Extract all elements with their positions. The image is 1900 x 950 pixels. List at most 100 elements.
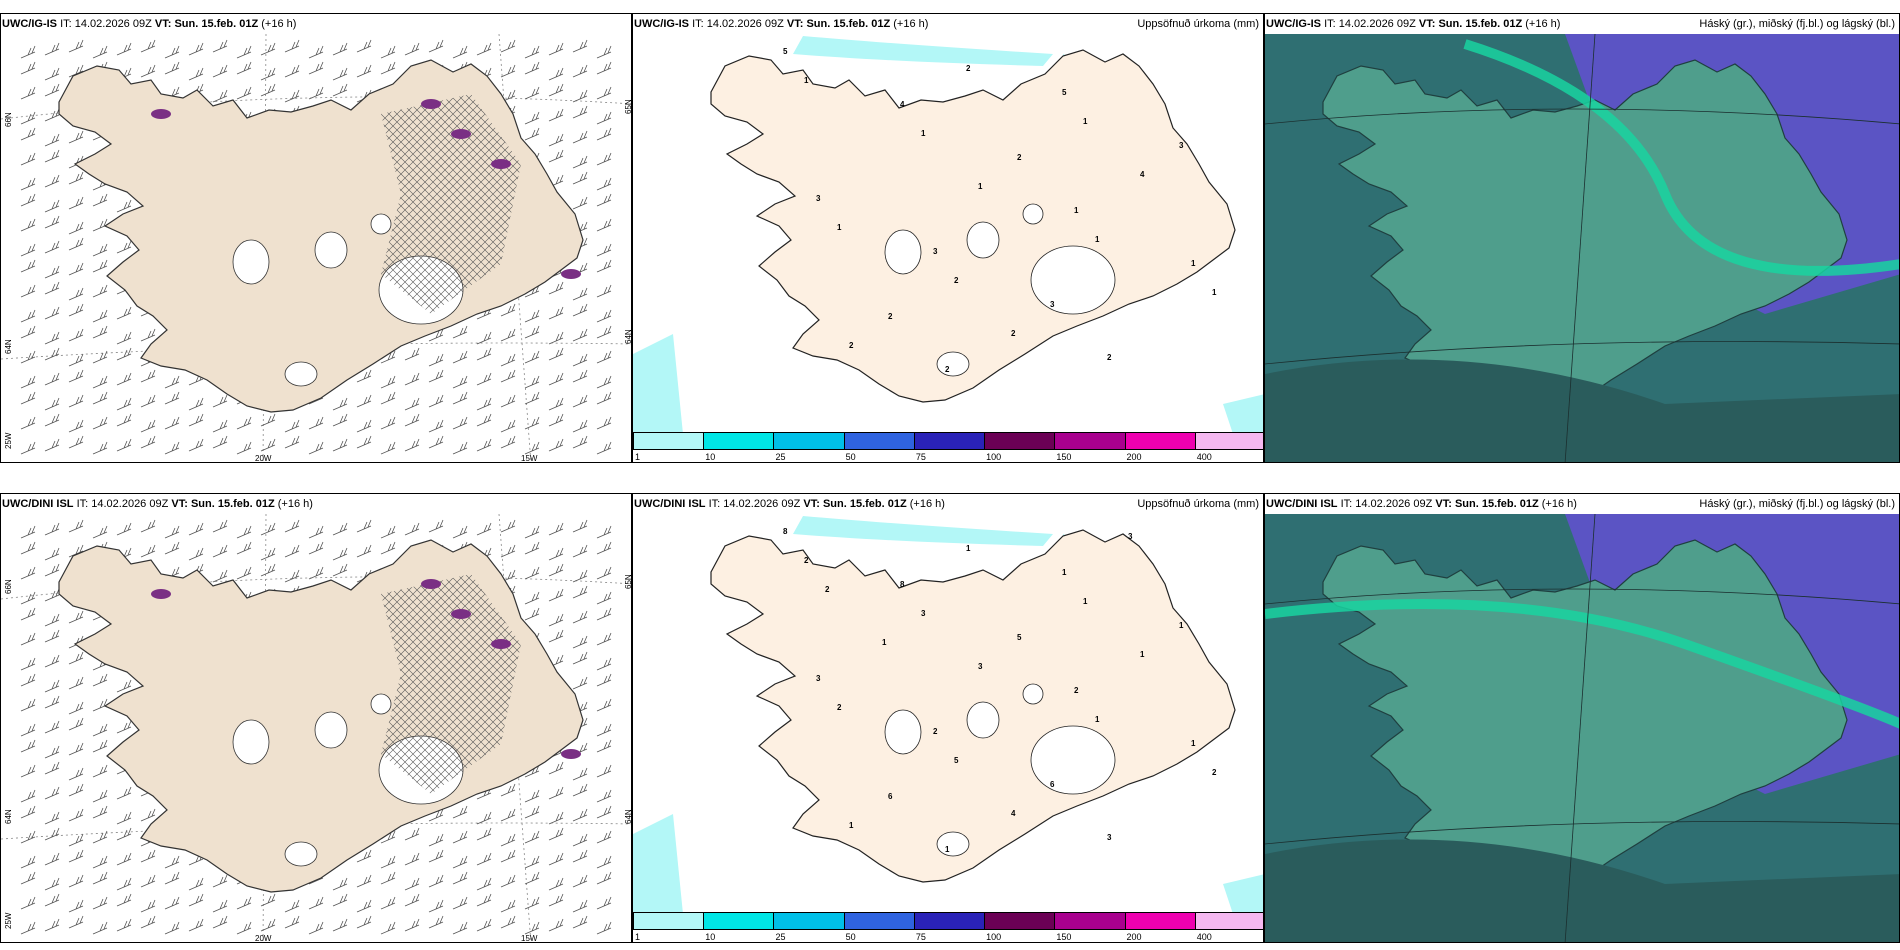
precip-value: 1 xyxy=(1083,117,1088,126)
colorbar-tick: 200 xyxy=(1126,932,1142,942)
colorbar-tick: 50 xyxy=(845,452,856,462)
precip-map-panel-top: UWC/IG-IS IT: 14.02.2026 09Z VT: Sun. 15… xyxy=(632,13,1264,463)
precip-value: 5 xyxy=(783,47,788,56)
colorbar-swatch xyxy=(1124,432,1196,450)
iceland-landmass xyxy=(58,539,584,893)
colorbar-tick: 100 xyxy=(986,932,1002,942)
glacier xyxy=(966,221,1000,259)
precip-value: 4 xyxy=(900,100,905,109)
precip-value: 1 xyxy=(1062,568,1067,577)
precip-value: 2 xyxy=(1017,153,1022,162)
precip-patch xyxy=(561,749,581,759)
precip-value: 1 xyxy=(921,129,926,138)
iceland-precip-map: 5 4 2 1 1 2 2 5 3 3 3 3 2 1 1 1 1 1 2 2 1 4 1 2 2 xyxy=(633,36,1263,434)
lon-label-20w: 20W xyxy=(255,934,272,943)
glacier xyxy=(936,831,970,857)
lat-label-right-64n: 64N xyxy=(624,809,632,824)
precip-value: 6 xyxy=(1050,780,1055,789)
cloud-title: Háský (gr.), miðský (fj.bl.) og lágský (… xyxy=(1699,18,1895,30)
precip-value: 1 xyxy=(1095,715,1100,724)
precip-value: 2 xyxy=(1107,353,1112,362)
glacier xyxy=(284,361,318,387)
precip-patch xyxy=(491,159,511,169)
iceland-cloud-map xyxy=(1265,513,1899,942)
lat-label-right-64n: 64N xyxy=(624,329,632,344)
precip-patch xyxy=(421,579,441,589)
glacier xyxy=(966,701,1000,739)
colorbar-tick: 50 xyxy=(845,932,856,942)
iceland-landmass xyxy=(710,49,1236,403)
precip-colorbar: 1 10 25 50 75 100 150 200 400 xyxy=(633,432,1263,462)
cloud-band xyxy=(1265,599,1899,729)
precip-value: 2 xyxy=(954,276,959,285)
colorbar-tick: 75 xyxy=(915,932,926,942)
iceland-landmass xyxy=(1322,59,1848,413)
precip-value: 4 xyxy=(1140,170,1145,179)
lon-label-15w: 15W xyxy=(521,454,538,463)
colorbar-swatch xyxy=(703,912,775,930)
precip-colorbar: 1 10 25 50 75 100 150 200 400 xyxy=(633,912,1263,942)
glacier xyxy=(314,231,348,269)
hatched-area xyxy=(381,94,521,314)
wind-map-panel-bottom: UWC/DINI ISL IT: 14.02.2026 09Z VT: Sun.… xyxy=(0,493,632,943)
panel-header: UWC/IG-IS IT: 14.02.2026 09Z VT: Sun. 15… xyxy=(2,18,297,30)
precip-value: 8 xyxy=(783,527,788,536)
colorbar-swatch xyxy=(913,432,986,450)
precip-value: 1 xyxy=(1179,621,1184,630)
lon-label-25w: 25W xyxy=(4,432,13,449)
colorbar-swatch xyxy=(773,432,845,450)
glacier xyxy=(1030,245,1116,315)
lat-label-right-65n: 65N xyxy=(624,574,632,589)
lon-label-20w: 20W xyxy=(255,454,272,463)
precip-value: 1 xyxy=(837,223,842,232)
precip-value: 1 xyxy=(945,845,950,854)
precip-map-panel-bottom: UWC/DINI ISL IT: 14.02.2026 09Z VT: Sun.… xyxy=(632,493,1264,943)
graticule xyxy=(1265,33,1899,462)
colorbar-swatch xyxy=(984,912,1056,930)
lat-label-66n: 66N xyxy=(4,112,13,127)
glacier xyxy=(884,709,922,755)
lat-label-64n: 64N xyxy=(4,809,13,824)
colorbar-tick: 75 xyxy=(915,452,926,462)
precip-value: 1 xyxy=(1095,235,1100,244)
precip-value: 5 xyxy=(1062,88,1067,97)
precip-value: 2 xyxy=(933,727,938,736)
colorbar-swatch xyxy=(633,432,705,450)
precip-value: 2 xyxy=(825,585,830,594)
colorbar-swatch xyxy=(703,432,775,450)
colorbar-tick: 100 xyxy=(986,452,1002,462)
precip-value: 1 xyxy=(849,821,854,830)
precip-value: 3 xyxy=(816,674,821,683)
precip-value: 3 xyxy=(933,247,938,256)
precip-value: 1 xyxy=(1083,597,1088,606)
colorbar-swatch xyxy=(1194,912,1263,930)
coastline xyxy=(1322,59,1848,413)
precip-value: 2 xyxy=(849,341,854,350)
glacier xyxy=(884,229,922,275)
panel-header: UWC/DINI ISL IT: 14.02.2026 09Z VT: Sun.… xyxy=(2,498,313,510)
colorbar-swatch xyxy=(773,912,845,930)
iceland-wind-map xyxy=(1,33,631,462)
low-cloud-area xyxy=(1265,359,1899,462)
precip-value: 5 xyxy=(954,756,959,765)
precip-value: 1 xyxy=(1074,206,1079,215)
glacier xyxy=(1022,203,1044,225)
precip-value: 3 xyxy=(1128,532,1133,541)
precip-value: 2 xyxy=(1212,768,1217,777)
colorbar-swatch xyxy=(1124,912,1196,930)
precip-value: 2 xyxy=(804,556,809,565)
precip-patch xyxy=(491,639,511,649)
cloud-title: Háský (gr.), miðský (fj.bl.) og lágský (… xyxy=(1699,498,1895,510)
coastline xyxy=(1322,539,1848,893)
precip-value: 1 xyxy=(978,182,983,191)
precip-patch xyxy=(451,609,471,619)
precip-title: Uppsöfnuð úrkoma (mm) xyxy=(1137,498,1259,510)
colorbar-swatch xyxy=(1054,912,1126,930)
iceland-cloud-map xyxy=(1265,33,1899,462)
panel-header: UWC/DINI ISL IT: 14.02.2026 09Z VT: Sun.… xyxy=(1266,498,1577,510)
precip-value: 2 xyxy=(945,365,950,374)
colorbar-swatch xyxy=(1054,432,1126,450)
colorbar-tick: 400 xyxy=(1196,932,1212,942)
glacier xyxy=(232,719,270,765)
